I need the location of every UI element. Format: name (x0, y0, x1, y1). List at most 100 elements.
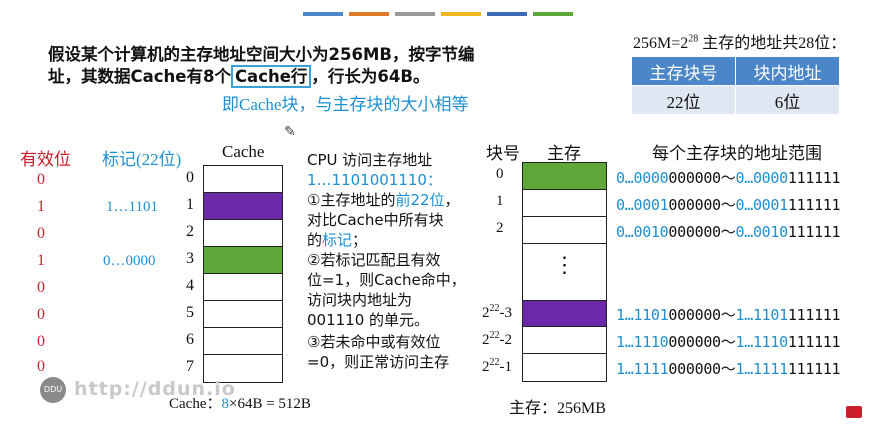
cache-line-3 (204, 247, 282, 274)
range-start-block: 0…0001 (616, 196, 669, 214)
procedure-line: 对比Cache中所有块 (307, 211, 444, 229)
main-memory-size: 主存：256MB (509, 400, 606, 417)
range-end-block: 1…1110 (735, 333, 788, 351)
range-end-offset: 111111 (787, 306, 841, 324)
cache-index: 0 (186, 169, 194, 186)
cache-size-post: ×64B = 512B (228, 396, 311, 412)
block-label-suffix: -3 (499, 305, 513, 321)
memory-block-1 (523, 190, 606, 217)
procedure-line: ③若未命中或有效位 (307, 333, 441, 351)
pen-cursor-icon: ✎ (284, 125, 296, 140)
watermark-logo: DDU (40, 377, 66, 403)
procedure-address: 1…1101001110： (307, 171, 442, 189)
cache-size-pre: Cache： (169, 396, 222, 412)
address-caption: 256M=228 主存的地址共28位： (633, 29, 846, 53)
block-label-base: 2 (496, 220, 504, 236)
range-start-block: 1…1110 (616, 333, 669, 351)
procedure-line: 访问块内地址为 (307, 291, 413, 309)
range-start-offset: 000000 (668, 196, 721, 214)
range-start-block: 1…1101 (616, 306, 669, 324)
procedure-line: ①主存地址的前22位， (307, 190, 460, 210)
address-range-row: 0…0001000000～0…0001111111 (616, 194, 841, 215)
range-end-offset: 111111 (787, 169, 841, 187)
range-end-block: 1…1101 (735, 306, 788, 324)
memory-block-n-3 (523, 300, 606, 327)
valid-bit-header: 有效位 (20, 150, 71, 169)
cache-line-1 (204, 193, 282, 220)
block-label: 0 (496, 166, 504, 183)
main-memory-column: ⋮ (522, 162, 607, 382)
address-value-offset: 6位 (735, 85, 840, 115)
address-header-block: 主存块号 (631, 56, 736, 86)
block-label-suffix: -1 (499, 359, 513, 375)
block-label-base: 2 (482, 305, 490, 321)
valid-bit: 1 (37, 198, 45, 215)
problem-note: 即Cache块，与主存块的大小相等 (222, 95, 469, 114)
procedure-line: 001110 的单元。 (307, 311, 430, 329)
range-start-block: 1…1111 (616, 360, 669, 378)
block-label: 1 (496, 193, 504, 210)
range-end-offset: 111111 (787, 223, 841, 241)
range-start-offset: 000000 (668, 333, 721, 351)
cache-tag: 1…1101 (106, 199, 158, 215)
range-end-block: 1…1111 (735, 360, 788, 378)
procedure-highlight: 前22位 (395, 191, 445, 209)
address-header-row: 主存块号 块内地址 (631, 56, 840, 86)
procedure-line: 位=1，则Cache命中， (307, 271, 466, 289)
valid-bit: 0 (37, 358, 45, 375)
cache-line-highlight: Cache行 (230, 65, 312, 88)
cache-line-0 (204, 166, 282, 193)
procedure-line: ②若标记匹配且有效 (307, 251, 441, 269)
cache-column (203, 165, 283, 383)
address-format-table: 主存块号 块内地址 22位 6位 (631, 56, 840, 115)
cache-index: 3 (186, 250, 194, 267)
range-end-block: 0…0000 (735, 169, 788, 187)
valid-bit: 0 (37, 333, 45, 350)
top-bar-6 (533, 12, 573, 16)
range-start-offset: 000000 (668, 306, 721, 324)
problem-line-2-post: ，行长为64B。 (311, 67, 430, 86)
procedure-line: =0，则正常访问主存 (307, 353, 450, 371)
memory-block-2 (523, 217, 606, 244)
cache-index: 5 (186, 304, 194, 321)
range-tilde: ～ (720, 333, 736, 351)
range-start-offset: 000000 (668, 360, 721, 378)
range-tilde: ～ (720, 223, 736, 241)
address-range-row: 1…1110000000～1…1110111111 (616, 331, 841, 352)
memory-block-n-2 (523, 327, 606, 354)
block-label: 222-3 (482, 303, 512, 322)
cache-line-6 (204, 328, 282, 355)
procedure-text-part: ①主存地址的 (307, 191, 396, 209)
valid-bit: 0 (37, 306, 45, 323)
block-number-header: 块号 (486, 144, 520, 163)
block-label: 222-2 (482, 330, 512, 349)
block-label-base: 0 (496, 166, 504, 182)
memory-block-0 (523, 163, 606, 190)
block-label-base: 2 (482, 359, 490, 375)
block-label-base: 2 (482, 332, 490, 348)
range-end-block: 0…0001 (735, 196, 788, 214)
corner-logo-icon (846, 406, 862, 418)
watermark-text: http://ddun.io (74, 378, 236, 400)
block-label: 2 (496, 220, 504, 237)
procedure-line: CPU 访问主存地址 (307, 151, 433, 169)
cache-title: Cache (222, 142, 265, 161)
block-label-exp: 22 (489, 303, 500, 314)
range-start-offset: 000000 (668, 169, 721, 187)
block-label-exp: 22 (489, 330, 500, 341)
problem-line-2-pre: 址，其数据Cache有8个 (48, 67, 231, 86)
range-tilde: ～ (720, 196, 736, 214)
address-value-row: 22位 6位 (631, 85, 840, 115)
cache-line-2 (204, 220, 282, 247)
range-tilde: ～ (720, 169, 736, 187)
address-caption-exp: 28 (688, 33, 699, 45)
block-label-exp: 22 (489, 357, 500, 368)
top-bar-5 (487, 12, 527, 16)
range-end-block: 0…0010 (735, 223, 788, 241)
procedure-line: 的标记； (307, 230, 367, 250)
range-start-offset: 000000 (668, 223, 721, 241)
cache-line-4 (204, 274, 282, 301)
procedure-text-part: ； (352, 231, 368, 249)
problem-line-2: 址，其数据Cache有8个 Cache行 ，行长为64B。 (48, 63, 430, 88)
top-bar-1 (303, 12, 343, 16)
